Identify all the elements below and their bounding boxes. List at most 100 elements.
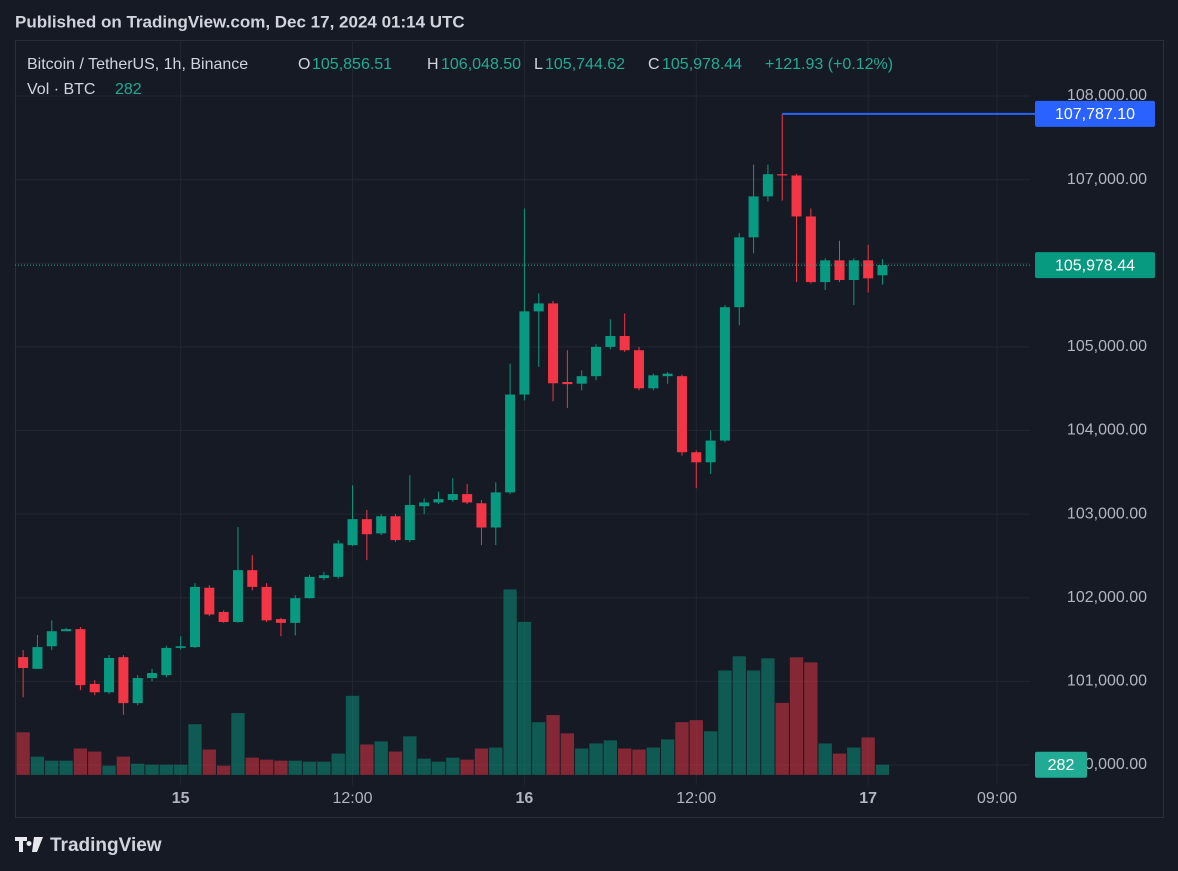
y-tick-label: 108,000.00 [1067,87,1147,104]
logo-text: TradingView [50,835,162,856]
symbol: Bitcoin / TetherUS, 1h, Binance [27,56,248,73]
volume-bar [474,748,489,775]
volume-bar [560,733,575,775]
candle-body [734,237,745,308]
x-tick-label: 16 [516,790,534,807]
volume-bar [431,761,446,775]
candle-body [719,307,730,441]
candle-body [848,260,859,280]
volume-bar [603,740,618,775]
candle-body [419,502,430,507]
volume-bar [646,747,660,775]
volume-bar [446,757,460,775]
volume-bar [73,748,88,775]
candle-body [46,631,57,647]
candle-body [576,376,587,384]
candle-body [791,175,802,217]
volume-bar [145,764,159,775]
volume-bar [231,713,245,775]
candle-body [748,196,759,238]
volume-bar [16,732,30,775]
volume-bar [331,753,345,775]
volume-bar [875,764,890,775]
volume-bar [804,662,818,775]
y-tick-label: 107,000.00 [1067,171,1147,188]
x-tick-label: 12:00 [676,790,716,807]
volume-bar [532,722,546,775]
candle-body [390,516,401,541]
candle-body [820,260,831,283]
candle-body [548,303,559,384]
candle-body [189,586,201,648]
candle-body [505,394,516,493]
x-tick-label: 15 [172,790,190,807]
volume-badge-label: 282 [1048,757,1075,774]
close-value: 105,978.44 [662,56,742,73]
low-key: L [534,56,543,73]
volume-bar [59,760,73,775]
volume-bar [302,761,317,775]
candle-body [89,683,100,693]
candle-body [562,382,573,385]
candle-body [318,575,329,579]
volume-bar [116,756,131,775]
low-value: 105,744.62 [545,56,625,73]
published: Published on TradingView.com, Dec 17, 20… [15,12,465,31]
candle-body [705,440,716,463]
last-price-badge [1035,252,1155,279]
volume-bar [718,670,732,775]
volume-bar [360,744,374,775]
candle-body [104,657,115,693]
volume-bar [775,702,789,775]
high-value: 106,048.50 [441,56,521,73]
volume-bar [847,747,861,775]
candle-body [691,452,702,463]
frame [15,40,1164,818]
candle-body [777,174,788,176]
y-tick-label: 104,000.00 [1067,422,1147,439]
volume-bar [660,739,675,775]
volume-bar [417,758,431,775]
volume-bar [618,748,632,775]
candle-body [662,373,673,377]
candle-body [333,543,344,577]
volume-bar [131,763,145,775]
candle-body [376,516,387,534]
volume-bar [818,743,832,775]
volume-bar [861,737,875,775]
candle-body [347,519,358,546]
volume-bar [345,695,360,775]
volume-bar [732,656,746,775]
candle-body [218,611,229,623]
candle-body [161,647,172,676]
last-price-label: 105,978.44 [1055,257,1135,274]
high-key: H [427,56,439,73]
candle-body [433,499,444,503]
volume-bar [489,747,503,775]
candle-body [118,657,129,704]
volume-bar [30,756,45,775]
candle-body [619,336,630,351]
volume-bar [274,760,288,775]
volume-value: 282 [115,81,142,98]
candle-body [75,629,86,686]
volume-bar [288,760,302,775]
candle-body [476,503,487,528]
volume-bar [589,743,603,775]
candle-body [32,647,43,669]
change: +121.93 (+0.12%) [765,56,893,73]
volume-bar [216,765,231,775]
volume-bar [245,757,259,775]
candle-body [648,375,659,389]
candle-body [591,346,602,377]
volume-bar [689,720,703,775]
candle-body [533,303,544,312]
volume-bar [789,657,804,775]
volume-badge [1035,751,1087,778]
candle-body [175,646,186,648]
candle-body [261,586,272,621]
candle-body [834,260,845,280]
candle-body [462,494,473,503]
volume-bar [174,764,188,775]
volume-bar [632,749,646,775]
